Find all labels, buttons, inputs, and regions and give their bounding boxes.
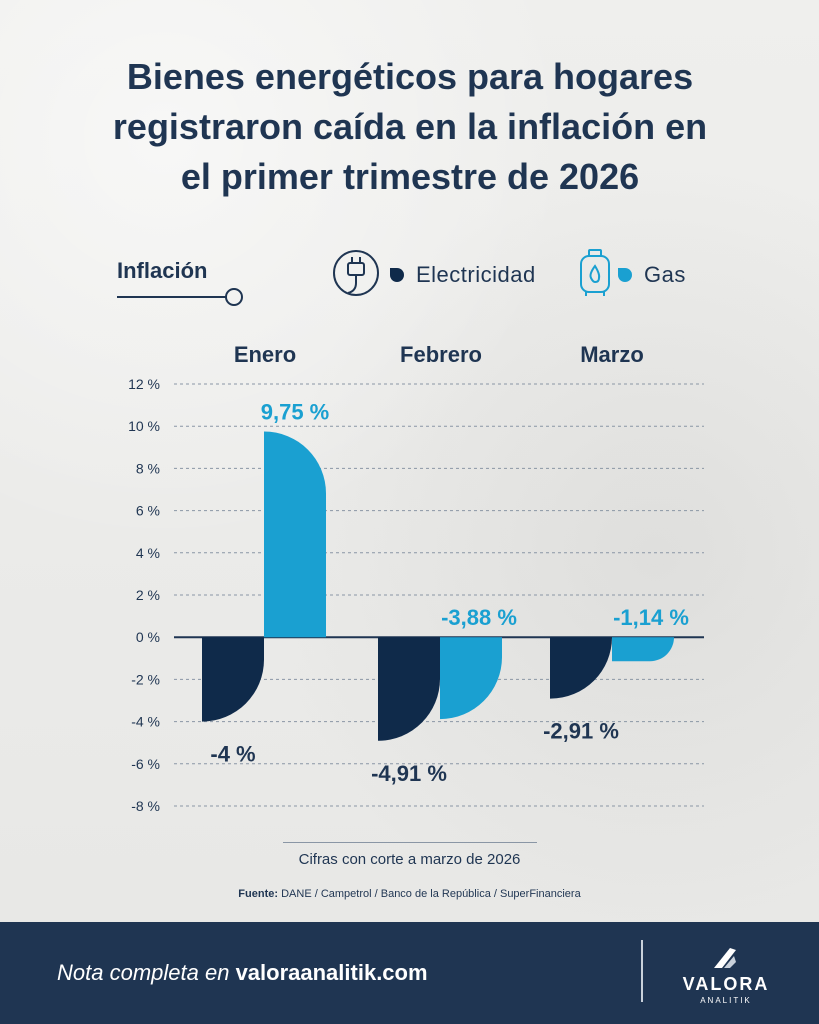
legend-swatch-electricidad: [390, 268, 404, 282]
bar-chart: 12 % 10 % 8 % 6 % 4 % 2 % 0 % -2 % -4 % -6 % -8 % -…: [128, 376, 704, 814]
footer-link-text[interactable]: Nota completa en valoraanalitik.com: [57, 960, 428, 986]
y-tick-label: 2 %: [136, 587, 160, 603]
brand-sub: ANALITIK: [700, 996, 752, 1005]
y-tick-label: -8 %: [131, 798, 160, 814]
y-tick-label: 4 %: [136, 545, 160, 561]
y-tick-label: 12 %: [128, 376, 160, 392]
bar-gas-febrero: [440, 637, 502, 720]
category-label-febrero: Febrero: [400, 342, 482, 367]
y-tick-label: -4 %: [131, 714, 160, 730]
valora-logo-icon: [712, 946, 738, 975]
legend-item-electricidad: Electricidad: [330, 249, 536, 296]
legend-underline: [117, 296, 227, 298]
footer-divider: [641, 940, 643, 1002]
legend-label-gas: Gas: [644, 262, 686, 287]
legend-item-gas: Gas: [578, 248, 686, 296]
brand: VALORA ANALITIK: [676, 974, 776, 1005]
data-label-gas-enero: 9,75 %: [261, 399, 330, 424]
plug-icon: [330, 247, 382, 304]
footer-bar: Nota completa en valoraanalitik.com VALO…: [0, 922, 819, 1024]
y-tick-label: 10 %: [128, 418, 160, 434]
y-tick-label: 0 %: [136, 629, 160, 645]
data-label-electricidad-enero: -4 %: [210, 742, 255, 767]
legend-swatch-gas: [618, 268, 632, 282]
data-label-gas-febrero: -3,88 %: [441, 605, 517, 630]
footer-prefix: Nota completa en: [57, 960, 230, 985]
brand-name: VALORA: [682, 974, 770, 994]
source-text: DANE / Campetrol / Banco de la República…: [281, 888, 581, 900]
bar-electricidad-enero: [202, 637, 264, 722]
y-tick-label: 6 %: [136, 503, 160, 519]
bar-gas-marzo: [612, 637, 674, 662]
legend-label-electricidad: Electricidad: [416, 262, 536, 287]
background: [0, 0, 819, 922]
footnote-divider: [283, 842, 537, 843]
category-label-marzo: Marzo: [580, 342, 644, 367]
gas-cylinder-icon: [578, 248, 612, 303]
legend-title: Inflación: [117, 258, 208, 283]
bar-electricidad-febrero: [378, 637, 440, 741]
chart-title: Bienes energéticos para hogares registra…: [60, 52, 760, 202]
footnote: Cifras con corte a marzo de 2026: [298, 851, 521, 868]
title-line-1: Bienes energéticos para hogares: [126, 56, 694, 97]
category-label-enero: Enero: [233, 342, 297, 367]
title-line-3: el primer trimestre de 2026: [180, 156, 640, 197]
y-tick-label: -2 %: [131, 671, 160, 687]
footer-site[interactable]: valoraanalitik.com: [235, 960, 428, 985]
data-label-electricidad-marzo: -2,91 %: [543, 719, 619, 744]
data-label-gas-marzo: -1,14 %: [613, 605, 689, 630]
legend-dot: [225, 288, 243, 306]
source-note: Fuente: DANE / Campetrol / Banco de la R…: [0, 888, 819, 900]
title-line-2: registraron caída en la inflación en: [112, 106, 708, 147]
y-tick-label: 8 %: [136, 460, 160, 476]
bar-gas-enero: [264, 431, 326, 638]
bar-electricidad-marzo: [550, 637, 612, 699]
data-label-electricidad-febrero: -4,91 %: [371, 761, 447, 786]
y-tick-label: -6 %: [131, 756, 160, 772]
source-label: Fuente:: [238, 888, 279, 900]
